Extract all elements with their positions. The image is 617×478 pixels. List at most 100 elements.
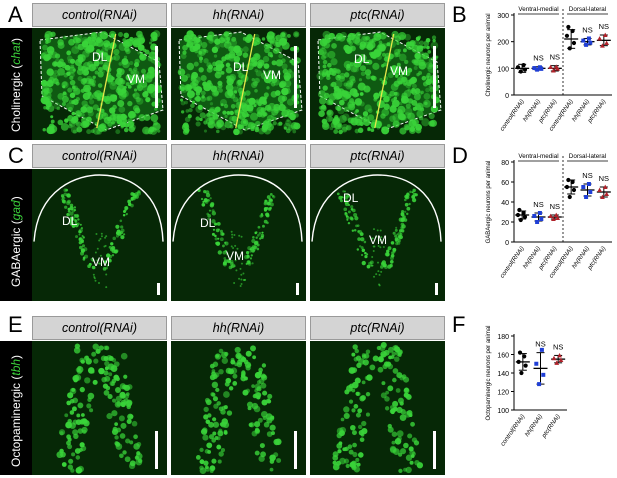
data-point [553,212,559,217]
series-2: NS [551,342,566,365]
chart-cholinergic: 0 100 200 300 Cholinergic neurons per animal… [486,6,612,133]
significance-label: NS [599,22,609,31]
column-header-ptc: ptc(RNAi) [310,316,445,340]
group-label: Dorsal-lateral [569,6,606,13]
series-5: NS [596,22,611,48]
data-point [548,64,554,69]
data-point [600,43,605,48]
data-point [588,40,593,45]
panel-letter-b: B [452,2,467,27]
data-point [548,213,554,218]
column-header-hh: hh(RNAi) [171,3,306,27]
significance-label: NS [533,54,543,63]
y-tick-label: 300 [497,13,509,20]
row-label-band-cholinergic: Cholinergic (chat) [0,28,32,140]
data-point [537,382,542,387]
data-point [604,40,610,45]
column-header-control: control(RNAi) [32,3,167,27]
y-tick-label: 200 [497,40,509,47]
cell-dots [40,30,162,135]
data-point [539,347,544,352]
data-point [566,177,571,183]
data-point [588,190,593,194]
region-label-dl: DL [343,191,359,205]
column-header-hh: hh(RNAi) [171,316,306,340]
scale-bar [294,431,297,469]
data-point [581,38,586,43]
x-tick-label: control(RNAi) [499,98,526,132]
y-tick-label: 180 [497,334,509,341]
region-label-dl: DL [62,214,78,228]
significance-label: NS [535,340,545,349]
data-point [516,359,521,364]
micrograph-background [310,169,445,301]
chart-octopaminergic: 100 120 140 160 180 Octopaminergic neurons pe… [486,325,567,448]
y-tick-label: 140 [497,371,509,378]
data-point [534,361,539,366]
dl-vm-divider [235,33,256,129]
significance-label: NS [550,53,560,62]
y-tick-label: 120 [497,390,509,397]
panel-letter-e: E [8,312,23,337]
cell-dots [332,342,424,474]
y-tick-label: 0 [505,93,509,100]
region-label-vm: VM [226,249,244,263]
region-label-dl: DL [92,50,108,64]
x-tick-label: control(RNAi) [499,245,526,279]
series-3 [564,177,579,200]
dl-vm-divider [374,33,395,129]
column-header-control: control(RNAi) [32,144,167,168]
y-axis-label: Octopaminergic neurons per animal [486,325,492,420]
x-tick-label: control(RNAi) [499,413,526,447]
cell-dots [60,188,142,289]
data-point [554,360,560,365]
data-point [515,212,521,218]
region-label-dl: DL [233,60,249,74]
data-point [584,195,589,199]
data-point [551,355,557,361]
y-tick-label: 20 [501,220,509,227]
data-point [537,65,542,70]
data-point [597,187,603,192]
micrograph-background [32,169,167,301]
significance-label: NS [599,174,609,183]
data-point [584,42,589,47]
micrograph-octopaminergic-control [32,341,167,475]
data-point [523,363,528,368]
data-point [597,36,603,41]
data-point [521,210,526,216]
group-label: Ventral-medial [518,153,558,160]
data-point [515,65,521,70]
data-point [557,353,562,358]
series-0 [515,63,530,74]
data-point [602,32,608,37]
body-outline [172,174,303,242]
row-label-band-gabaergic: GABAergic (gad) [0,169,32,301]
series-1: NS [531,54,546,72]
column-header-control: control(RNAi) [32,316,167,340]
micrograph-background [32,341,167,475]
y-tick-label: 100 [497,66,509,73]
y-tick-label: 40 [501,200,509,207]
data-point [604,191,610,196]
significance-label: NS [582,171,592,180]
y-tick-label: 80 [501,160,509,167]
series-0 [515,350,530,376]
data-point [581,185,586,189]
data-point [564,33,570,38]
data-point [522,214,528,220]
column-header-ptc: ptc(RNAi) [310,3,445,27]
data-point [571,40,577,46]
micrograph-background [171,169,306,301]
series-5: NS [596,174,611,199]
data-point [600,194,605,199]
data-point [535,220,540,224]
data-point [567,46,572,51]
micrograph-gabaergic-hh: DL VM [171,169,306,301]
region-label-vm: VM [263,68,281,82]
data-point [551,68,556,73]
data-point [558,357,564,363]
panel-letter-f: F [452,312,466,337]
data-point [602,184,608,189]
data-point [535,67,540,72]
